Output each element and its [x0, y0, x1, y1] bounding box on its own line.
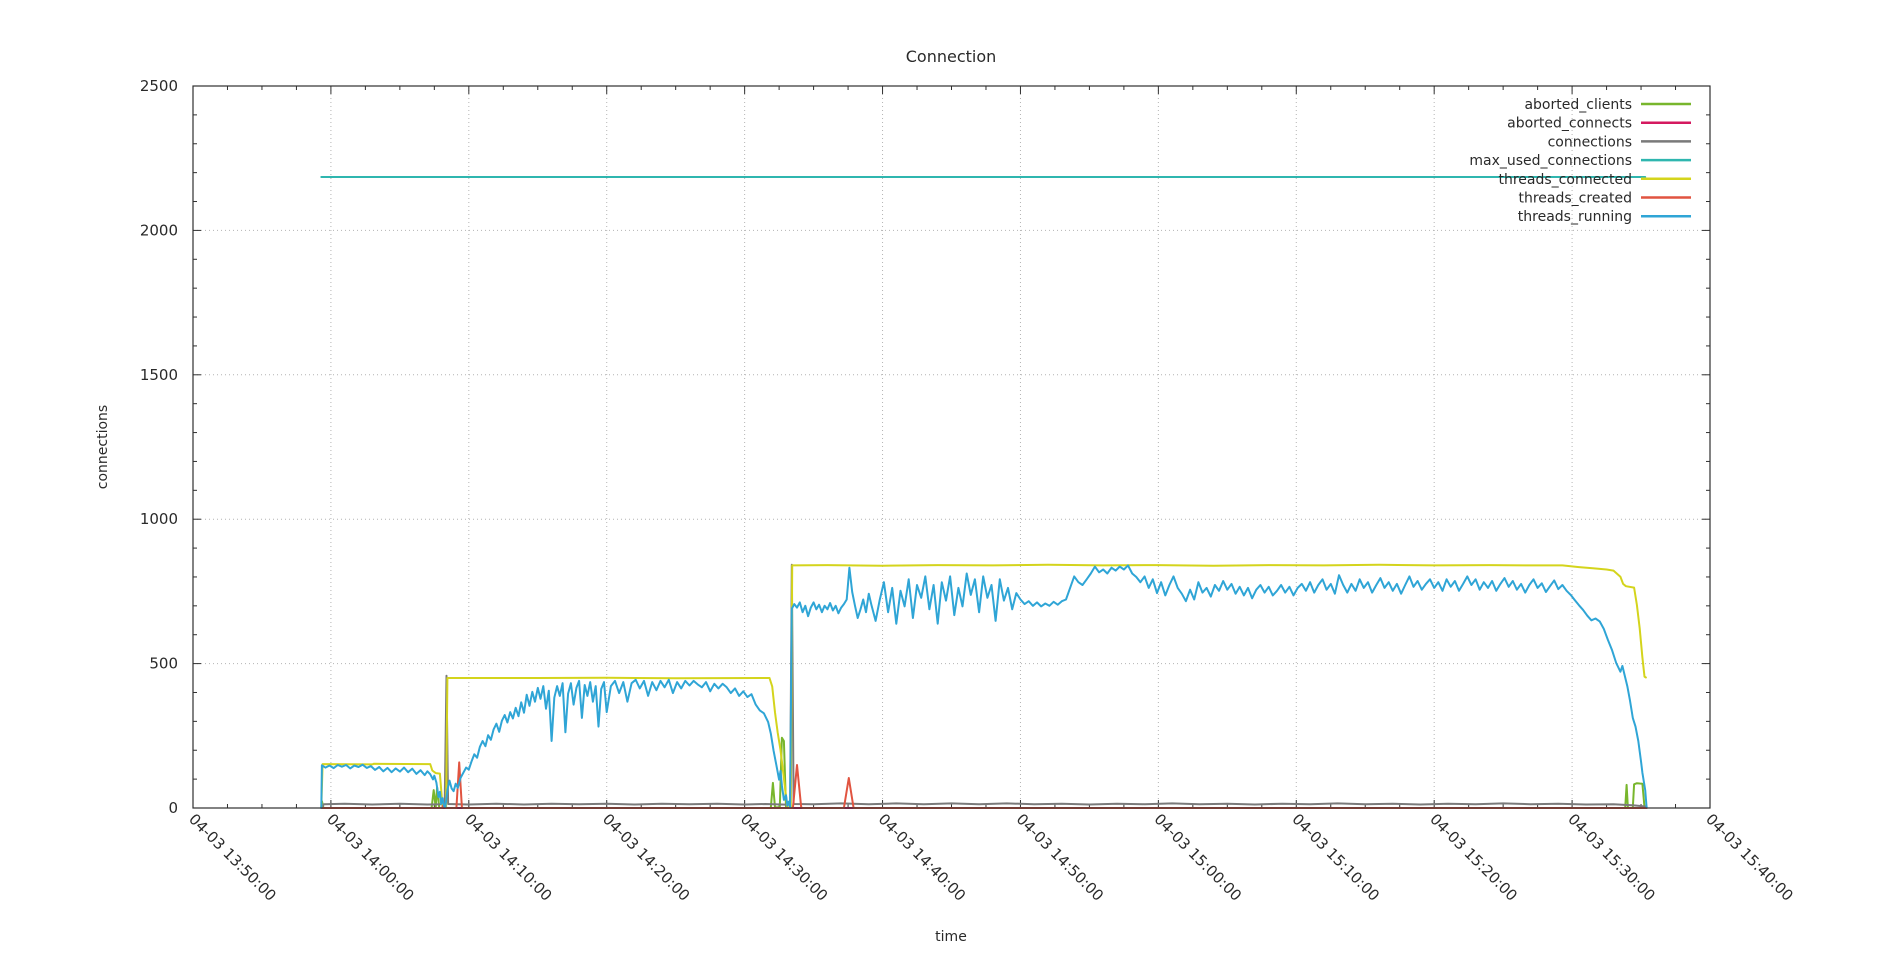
x-tick-label: 04-03 15:40:00: [1702, 810, 1797, 905]
x-tick-label: 04-03 15:00:00: [1151, 810, 1246, 905]
series-line-threads_created: [320, 761, 1648, 809]
y-tick-label: 500: [149, 655, 178, 673]
chart-title: Connection: [906, 47, 997, 66]
x-tick-label: 04-03 15:10:00: [1288, 810, 1383, 905]
legend-label-aborted_clients: aborted_clients: [1524, 97, 1632, 113]
x-tick-label: 04-03 15:30:00: [1564, 810, 1659, 905]
series-line-aborted_clients: [320, 736, 1647, 809]
grid-layer: [192, 85, 1711, 809]
legend-label-connections: connections: [1548, 134, 1632, 150]
x-tick-label: 04-03 14:50:00: [1013, 810, 1108, 905]
series-line-threads_running: [320, 564, 1648, 809]
series-line-threads_connected: [320, 563, 1647, 809]
legend-label-threads_connected: threads_connected: [1499, 172, 1633, 188]
series-layer: aborted_clients aborted_connects connectio…: [320, 97, 1691, 809]
y-tick-label: 2000: [140, 221, 178, 239]
x-tick-label: 04-03 14:40:00: [875, 810, 970, 905]
legend-label-aborted_connects: aborted_connects: [1507, 116, 1632, 132]
x-tick-label: 04-03 14:10:00: [461, 810, 556, 905]
y-tick-label: 1000: [140, 510, 178, 528]
x-tick-label: 04-03 13:50:00: [185, 810, 280, 905]
legend-label-max_used_connections: max_used_connections: [1469, 153, 1632, 169]
x-tick-label: 04-03 14:30:00: [737, 810, 832, 905]
plot-border: [192, 85, 1711, 809]
x-tick-label: 04-03 15:20:00: [1426, 810, 1521, 905]
legend-label-threads_running: threads_running: [1518, 209, 1632, 225]
y-tick-label: 2500: [140, 77, 178, 95]
x-axis-label: time: [935, 929, 967, 945]
y-tick-label: 0: [168, 799, 178, 817]
y-axis-label: connections: [95, 405, 111, 489]
y-tick-label: 1500: [140, 366, 178, 384]
x-tick-label: 04-03 14:00:00: [323, 810, 418, 905]
series-line-connections: [320, 563, 1648, 809]
legend-label-threads_created: threads_created: [1518, 191, 1632, 207]
tick-layer: [192, 85, 1711, 809]
x-tick-label: 04-03 14:20:00: [599, 810, 694, 905]
